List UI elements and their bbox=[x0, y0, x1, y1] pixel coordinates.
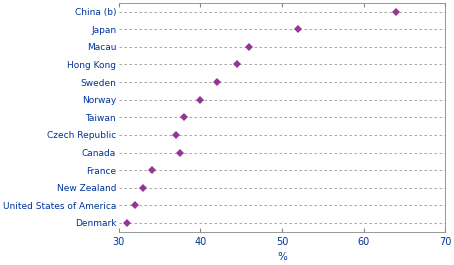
X-axis label: %: % bbox=[277, 252, 287, 262]
